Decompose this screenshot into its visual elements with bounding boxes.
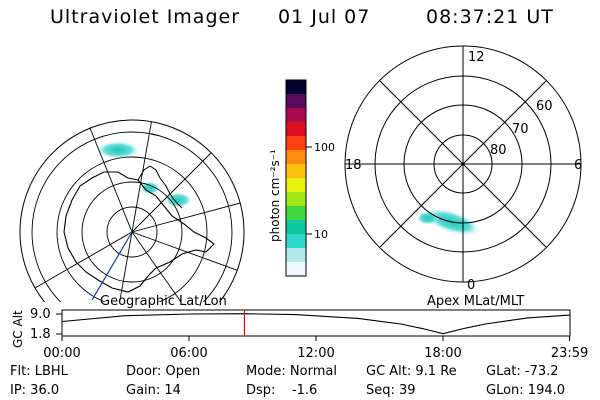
status-dsp: Dsp: -1.6	[246, 383, 318, 398]
latitude-circle	[106, 206, 158, 258]
colorbar-cell	[286, 94, 306, 109]
mlat-label-80: 80	[490, 143, 507, 158]
satellite-track	[91, 231, 133, 301]
colorbar-cell	[286, 234, 306, 249]
colorbar-unit-label: photon cm⁻²s⁻¹	[268, 149, 282, 242]
status-filter: Flt: LBHL	[10, 364, 68, 379]
colorbar-cell	[286, 164, 306, 179]
colorbar-cell	[286, 206, 306, 221]
mlt-label-12: 12	[468, 50, 485, 65]
colorbar-tick-10-label: 10	[314, 228, 328, 241]
status-glon: GLon: 194.0	[486, 383, 566, 398]
magnetic-polar-plot: 12 0 18 6 60 70 80	[344, 45, 582, 293]
meridian-line	[131, 120, 157, 233]
status-gc-alt: GC Alt: 9.1 Re	[366, 364, 457, 379]
status-door: Door: Open	[126, 364, 201, 379]
colorbar-cell	[286, 220, 306, 235]
altitude-xtick-label: 06:00	[170, 346, 207, 361]
altitude-series-line	[61, 313, 570, 335]
status-ip: IP: 36.0	[10, 383, 60, 398]
left-panel-label: Geographic Lat/Lon	[100, 294, 227, 309]
app-title: Ultraviolet Imager	[50, 6, 241, 28]
latitude-circle	[81, 181, 183, 283]
aurora-emission-lower	[164, 192, 192, 208]
colorbar-tick-100-label: 100	[314, 141, 335, 154]
meridian-line	[20, 231, 133, 302]
aurora-emission-upper	[96, 141, 140, 159]
aurora-oval-emission-2	[416, 211, 440, 225]
altitude-xtick-label: 23:59	[551, 346, 588, 361]
latitude-circle	[31, 131, 233, 302]
status-mode: Mode: Normal	[246, 364, 337, 379]
mlt-label-0: 0	[467, 278, 475, 293]
polar-diagonal-2	[379, 80, 547, 248]
colorbar-frame	[285, 79, 307, 277]
meridian-line	[79, 120, 133, 233]
header-date: 01 Jul 07	[278, 6, 371, 28]
altitude-xtick-label: 12:00	[297, 346, 334, 361]
meridian-line	[131, 231, 213, 302]
meridian-line	[131, 195, 244, 233]
colorbar: 100 10 photon cm⁻²s⁻¹	[268, 79, 335, 277]
colorbar-cell	[286, 80, 306, 95]
australia-coastline	[39, 120, 51, 137]
meridian-line	[107, 231, 133, 302]
colorbar-cell	[286, 122, 306, 137]
latitude-circle	[56, 156, 208, 302]
colorbar-cell	[286, 248, 306, 263]
colorbar-cell	[286, 192, 306, 207]
status-glat: GLat: -73.2	[486, 364, 559, 379]
altitude-xtick-label: 00:00	[43, 346, 80, 361]
status-gain: Gain: 14	[126, 383, 181, 398]
antarctica-coastline	[63, 171, 215, 293]
status-seq: Seq: 39	[366, 383, 416, 398]
altitude-xtick-label: 18:00	[424, 346, 461, 361]
colorbar-cell	[286, 108, 306, 123]
header-time: 08:37:21 UT	[426, 6, 554, 28]
new-zealand-coastline	[80, 78, 110, 118]
aurora-emission-mid	[140, 181, 160, 195]
colorbar-cell	[286, 262, 306, 277]
mlt-label-18: 18	[345, 158, 362, 173]
mlt-label-6: 6	[574, 158, 582, 173]
altitude-ytick-9: 9.0	[30, 307, 51, 322]
altitude-ytick-1-8: 1.8	[30, 327, 51, 342]
altitude-chart: Geographic Lat/Lon Apex MLat/MLT GC Alt …	[11, 294, 588, 361]
peninsula-coastline	[137, 165, 183, 209]
right-panel-label: Apex MLat/MLT	[427, 294, 524, 309]
altitude-ylabel: GC Alt	[11, 310, 25, 348]
map-horizon	[19, 119, 245, 302]
mlat-label-70: 70	[512, 122, 529, 137]
colorbar-cell	[286, 136, 306, 151]
mlat-label-60: 60	[536, 99, 553, 114]
colorbar-cell	[286, 150, 306, 165]
colorbar-cell	[286, 178, 306, 193]
